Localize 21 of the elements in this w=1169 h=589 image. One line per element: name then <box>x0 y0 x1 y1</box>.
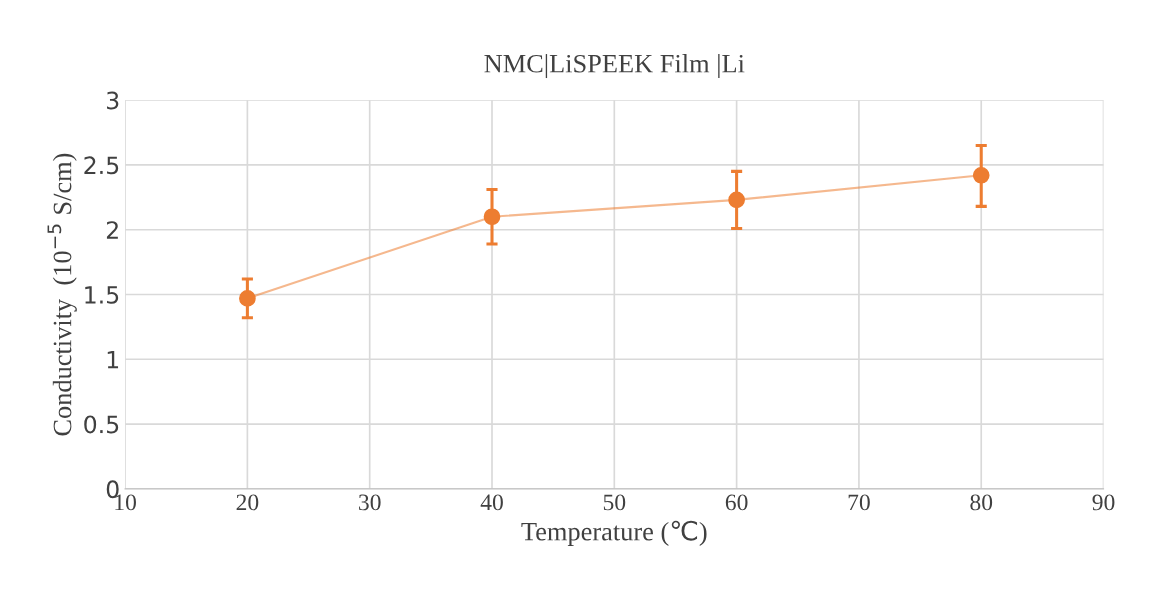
point <box>728 191 745 209</box>
chart-title: NMC|LiSPEEK Film |Li <box>484 54 745 79</box>
point <box>483 208 501 226</box>
x-tick-label: 40 <box>480 494 503 511</box>
y-tick-label: 3 <box>107 91 119 110</box>
point <box>972 166 990 184</box>
x-tick-label: 30 <box>359 494 381 511</box>
y-tick-label: 0.5 <box>84 415 119 434</box>
y-tick-label: 1 <box>107 351 119 369</box>
x-tick-label: 80 <box>970 494 993 511</box>
y-tick-label: 1.5 <box>85 286 119 304</box>
x-tick-label: 20 <box>236 494 259 511</box>
point <box>239 290 256 307</box>
x-tick-label: 50 <box>603 494 626 511</box>
y-tick-label: 2 <box>106 221 118 239</box>
x-tick-label: 70 <box>848 494 870 511</box>
x-tick-label: 90 <box>1092 494 1115 511</box>
y-tick-label: 2.5 <box>84 156 119 175</box>
y-axis-title: Conductivity (10$^{−5}$ S/cm) <box>47 153 77 436</box>
x-tick-label: 60 <box>725 494 748 511</box>
x-axis-title: Temperature (℃) <box>521 520 707 546</box>
